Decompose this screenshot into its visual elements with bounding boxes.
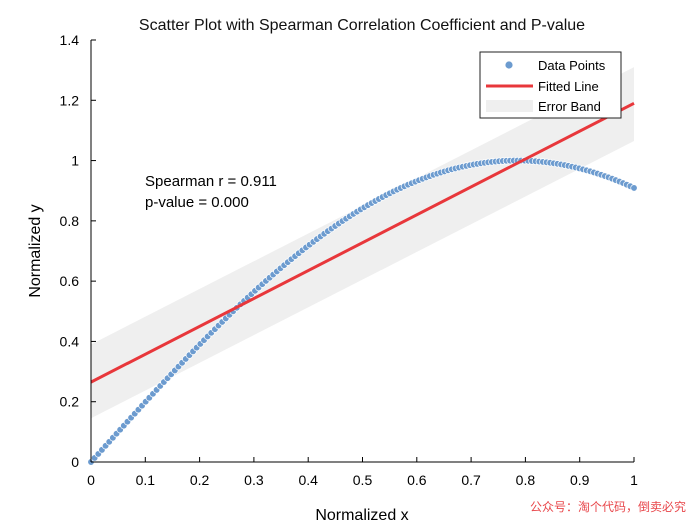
- x-tick-label: 0.8: [516, 472, 536, 488]
- y-tick-label: 1.4: [60, 32, 80, 48]
- legend: Data Points Fitted Line Error Band: [479, 51, 622, 119]
- x-tick-label: 0.3: [244, 472, 264, 488]
- legend-marker-error-band: [486, 100, 533, 112]
- legend-label-fitted-line: Fitted Line: [538, 79, 599, 94]
- x-tick-label: 0.2: [190, 472, 210, 488]
- y-tick-label: 1: [71, 153, 79, 169]
- chart-title: Scatter Plot with Spearman Correlation C…: [139, 17, 585, 34]
- y-tick-label: 0: [71, 454, 79, 470]
- data-points-layer: [87, 156, 638, 466]
- x-tick-label: 0.4: [298, 472, 318, 488]
- y-tick-label: 0.6: [60, 273, 80, 289]
- x-tick-label: 0: [87, 472, 95, 488]
- spearman-annotation: Spearman r = 0.911: [145, 173, 277, 190]
- x-tick-label: 1: [630, 472, 638, 488]
- legend-label-data-points: Data Points: [538, 58, 606, 73]
- x-tick-label: 0.5: [353, 472, 373, 488]
- legend-marker-data-points: [504, 60, 514, 70]
- x-tick-label: 0.7: [461, 472, 481, 488]
- y-ticks: 0 0.2 0.4 0.6 0.8 1 1.2 1.4: [60, 32, 96, 470]
- x-tick-label: 0.9: [570, 472, 590, 488]
- y-tick-label: 1.2: [60, 92, 80, 108]
- x-tick-label: 0.1: [136, 472, 156, 488]
- legend-label-error-band: Error Band: [538, 99, 601, 114]
- fitted-line: [90, 101, 635, 384]
- fitted-line-layer: [90, 101, 635, 384]
- y-tick-label: 0.4: [60, 333, 80, 349]
- data-point: [630, 184, 638, 192]
- x-axis-title: Normalized x: [315, 507, 408, 524]
- y-tick-label: 0.2: [60, 394, 80, 410]
- x-tick-label: 0.6: [407, 472, 427, 488]
- y-tick-label: 0.8: [60, 213, 80, 229]
- y-axis-title: Normalized y: [27, 204, 44, 297]
- pvalue-annotation: p-value = 0.000: [145, 194, 249, 211]
- x-ticks: 0 0.1 0.2 0.3 0.4 0.5 0.6 0.7 0.8 0.9 1: [87, 457, 638, 488]
- watermark-text: 公众号：淘个代码，倒卖必究: [529, 500, 686, 514]
